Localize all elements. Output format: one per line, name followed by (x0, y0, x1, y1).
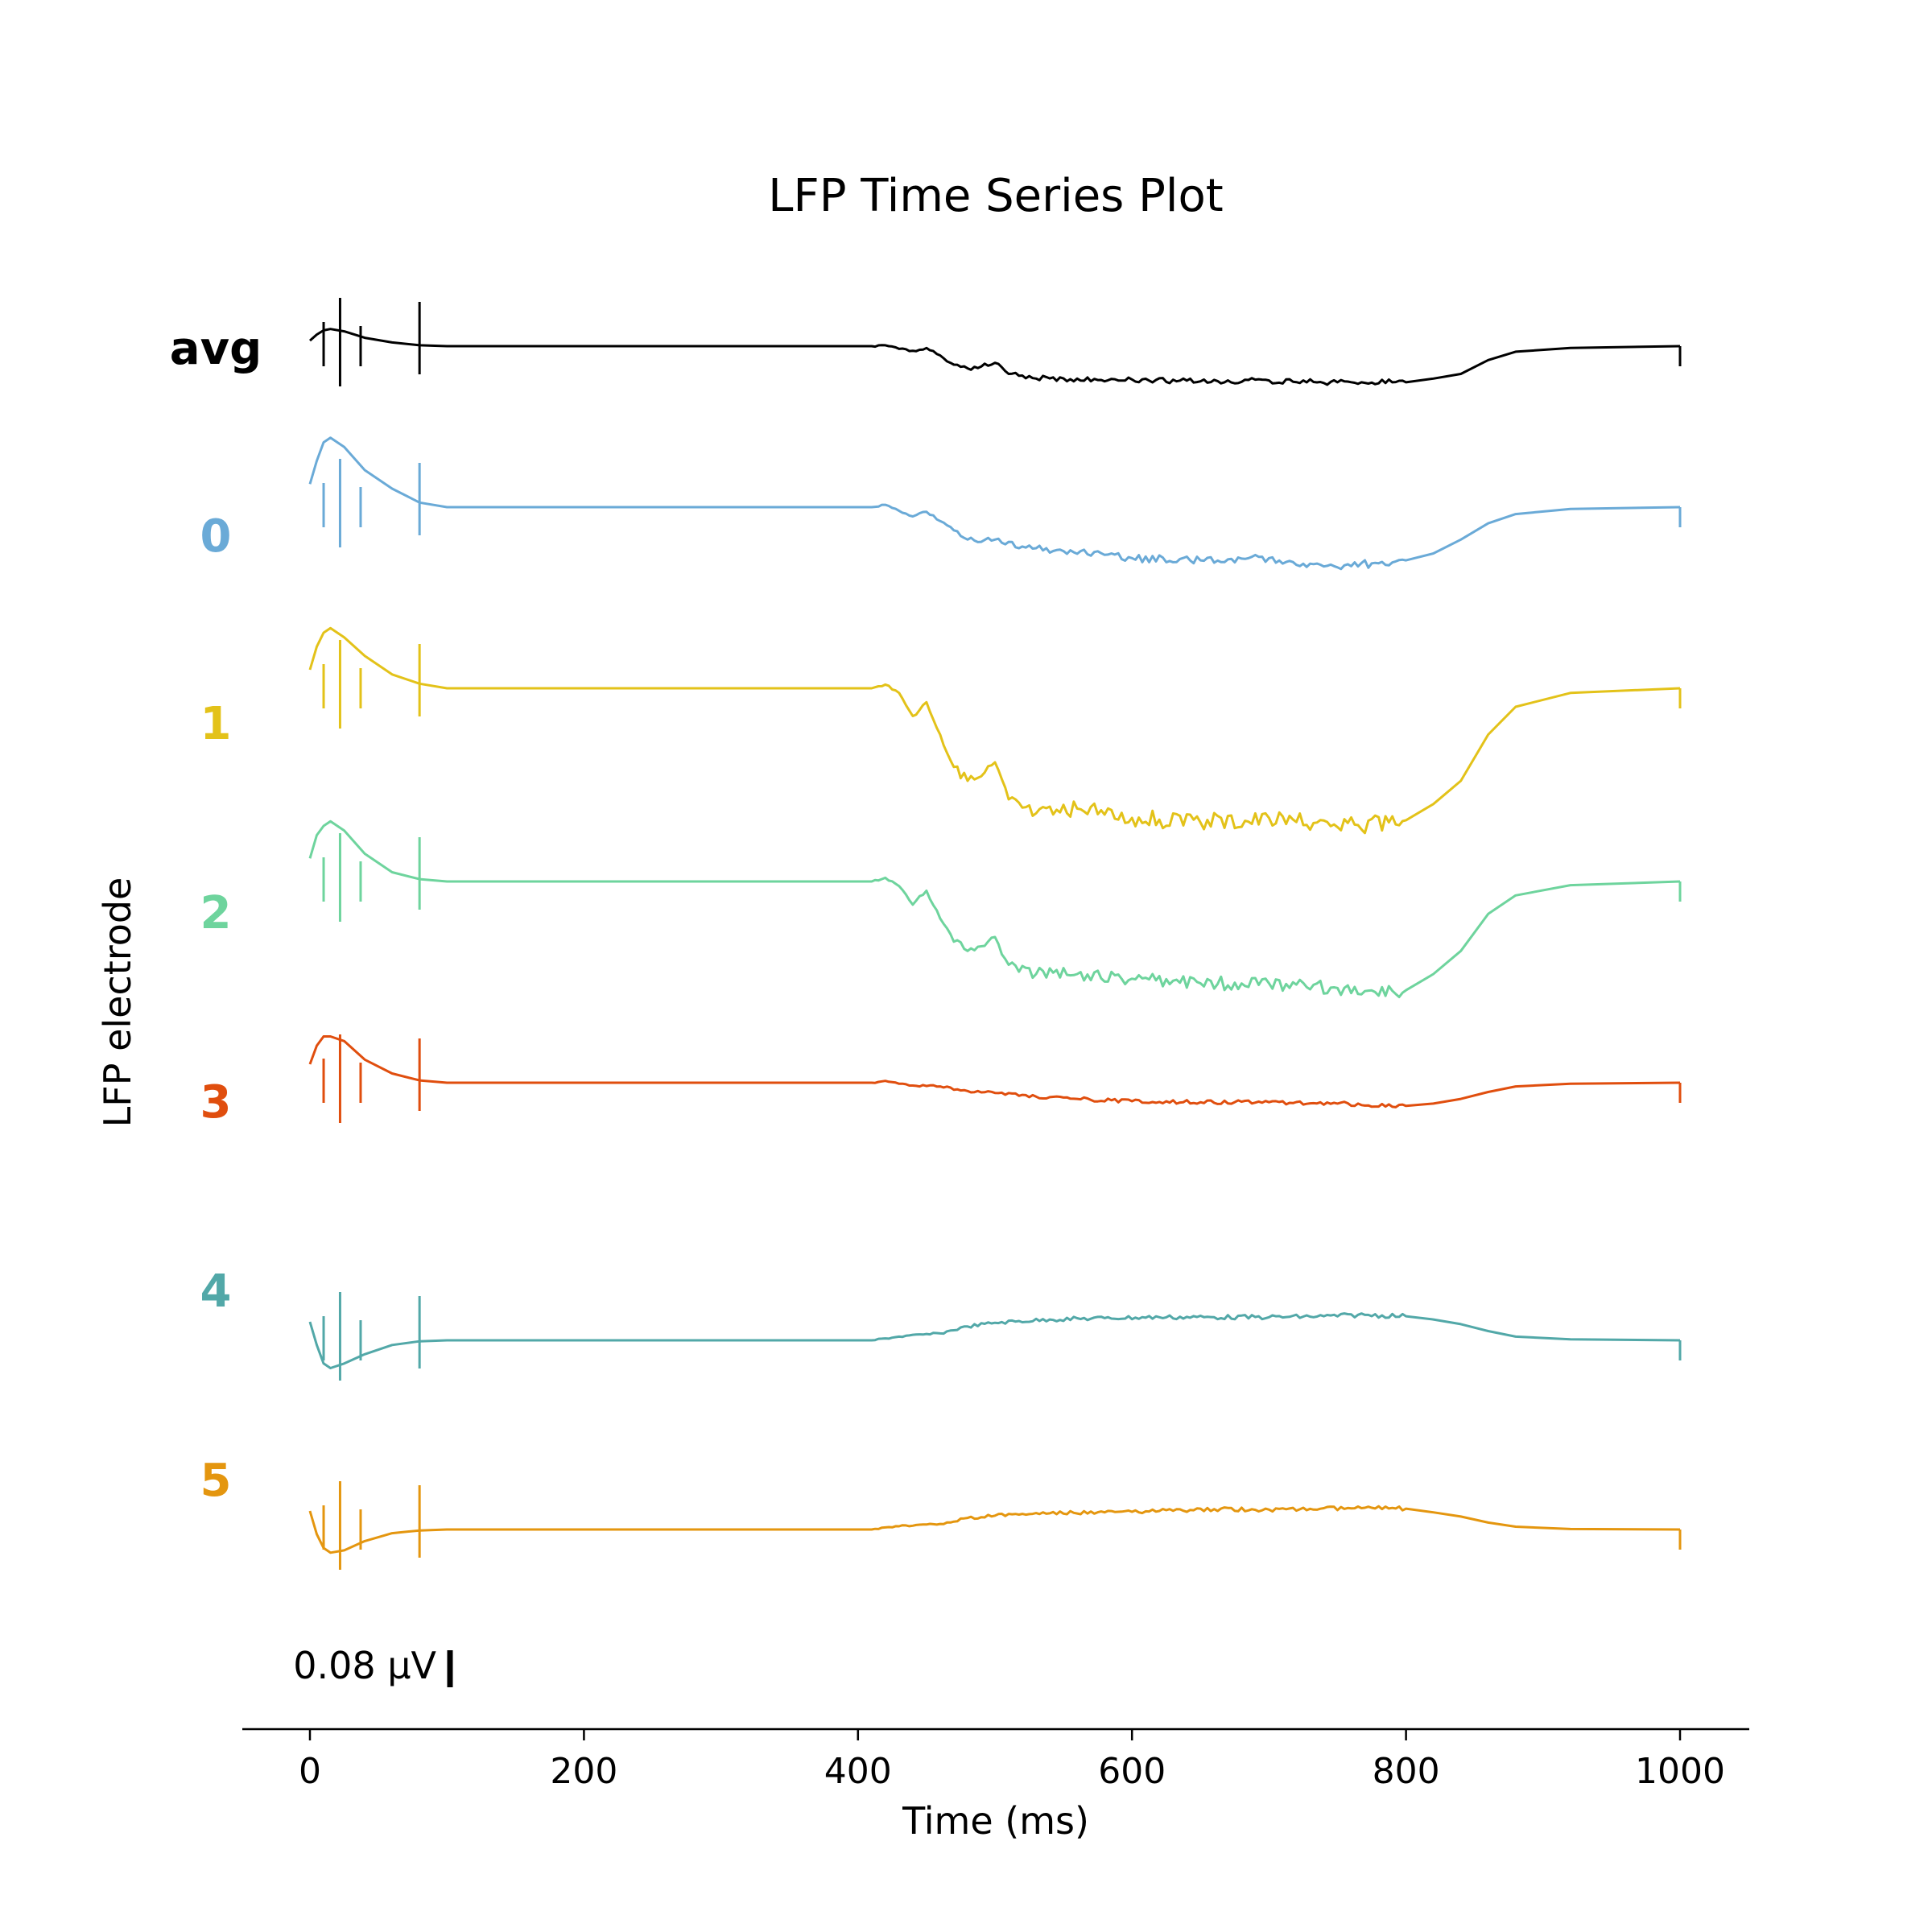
x-ticks: 0 200 400 600 800 1000 (299, 1729, 1725, 1792)
trace-3 (308, 1035, 1681, 1108)
trace-label-3: 3 (200, 1076, 232, 1129)
traces (308, 298, 1682, 1570)
trace-2 (308, 819, 1681, 998)
trace-label-1: 1 (200, 698, 232, 750)
trace-1 (308, 626, 1681, 835)
x-tick-label: 600 (1098, 1751, 1166, 1792)
trace-labels: avg 0 1 2 3 4 5 (170, 323, 262, 1507)
trace-4 (308, 1312, 1681, 1369)
x-axis-label: Time (ms) (902, 1799, 1089, 1843)
trace-0 (308, 436, 1681, 571)
trace-label-0: 0 (200, 510, 232, 563)
x-tick-label: 200 (550, 1751, 617, 1792)
x-tick-label: 800 (1373, 1751, 1440, 1792)
scale-bar-label: 0.08 μV (293, 1644, 436, 1687)
x-tick-label: 400 (824, 1751, 892, 1792)
x-tick-label: 1000 (1635, 1751, 1725, 1792)
trace-label-4: 4 (200, 1265, 232, 1318)
chart-title: LFP Time Series Plot (768, 170, 1223, 222)
trace-label-2: 2 (200, 887, 232, 939)
y-axis-label: LFP electrode (96, 877, 139, 1128)
trace-avg (309, 328, 1681, 386)
trace-label-avg: avg (170, 323, 262, 375)
trace-label-5: 5 (200, 1455, 232, 1507)
trace-5 (308, 1505, 1681, 1554)
x-tick-label: 0 (299, 1751, 321, 1792)
